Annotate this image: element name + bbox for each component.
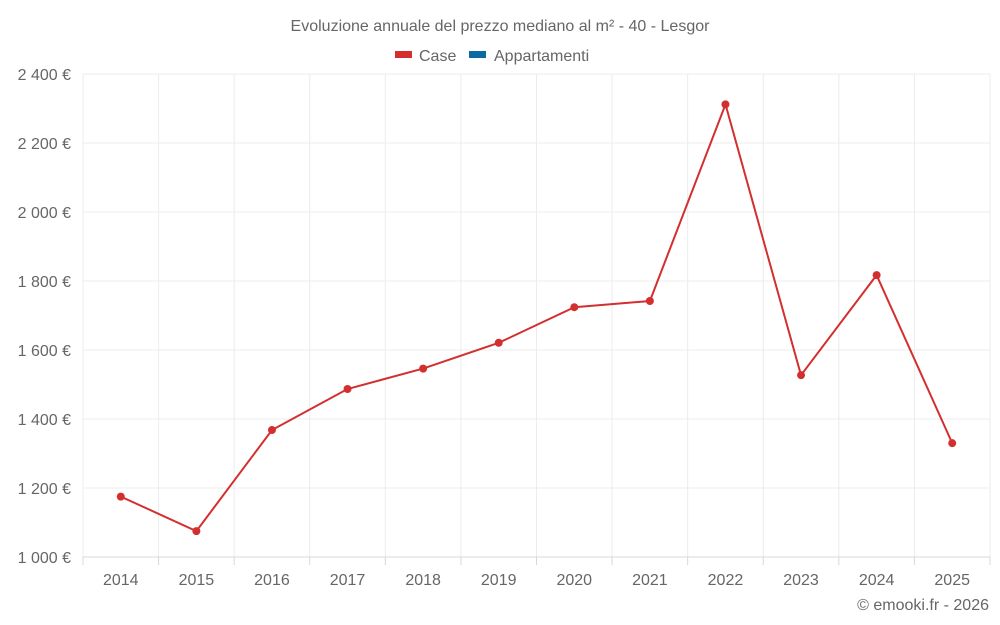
chart-title: Evoluzione annuale del prezzo mediano al… [291, 18, 711, 35]
y-tick-label: 1 200 € [18, 481, 71, 498]
data-point-case-2018[interactable] [419, 364, 428, 373]
x-tick-label: 2023 [783, 572, 819, 589]
credit-text: © emooki.fr - 2026 [857, 597, 989, 614]
y-tick-label: 2 400 € [18, 67, 71, 84]
y-tick-label: 2 200 € [18, 136, 71, 153]
data-point-case-2016[interactable] [267, 426, 276, 435]
x-tick-label: 2014 [103, 572, 139, 589]
x-tick-label: 2015 [179, 572, 215, 589]
series-layer [116, 100, 957, 536]
x-tick-label: 2019 [481, 572, 517, 589]
x-axis: 2014 2015 2016 2017 2018 2019 2020 2021 2022 2023… [82, 556, 991, 589]
data-point-case-2022[interactable] [721, 100, 730, 109]
data-point-case-2015[interactable] [192, 527, 201, 536]
x-gridlines [82, 74, 991, 557]
x-tick-label: 2020 [556, 572, 592, 589]
data-point-case-2025[interactable] [948, 439, 957, 448]
x-tick-label: 2018 [405, 572, 441, 589]
data-point-case-2023[interactable] [797, 371, 806, 380]
legend-swatch-case [395, 51, 412, 58]
x-tick-label: 2017 [330, 572, 366, 589]
data-point-case-2021[interactable] [645, 297, 654, 306]
y-tick-label: 1 400 € [18, 412, 71, 429]
data-point-case-2024[interactable] [872, 271, 881, 280]
y-tick-label: 1 000 € [18, 550, 71, 567]
data-point-case-2017[interactable] [343, 384, 352, 393]
y-tick-label: 1 600 € [18, 343, 71, 360]
data-point-case-2014[interactable] [116, 492, 125, 501]
x-tick-label: 2022 [708, 572, 744, 589]
x-tick-label: 2025 [934, 572, 970, 589]
y-tick-label: 1 800 € [18, 274, 71, 291]
series-line-case [120, 101, 954, 533]
x-tick-label: 2021 [632, 572, 668, 589]
legend-label-case: Case [419, 48, 456, 65]
data-point-case-2020[interactable] [570, 303, 579, 312]
y-tick-label: 2 000 € [18, 205, 71, 222]
y-axis: 1 000 € 1 200 € 1 400 € 1 600 € 1 800 € 2 000… [18, 67, 71, 567]
legend-item-appartamenti[interactable]: Appartamenti [469, 48, 589, 65]
data-point-case-2019[interactable] [494, 338, 503, 347]
x-tick-label: 2024 [859, 572, 895, 589]
legend: Case Appartamenti [395, 48, 589, 65]
legend-label-appartamenti: Appartamenti [494, 48, 589, 65]
x-tick-label: 2016 [254, 572, 290, 589]
legend-swatch-appartamenti [469, 51, 486, 58]
legend-item-case[interactable]: Case [395, 48, 456, 65]
